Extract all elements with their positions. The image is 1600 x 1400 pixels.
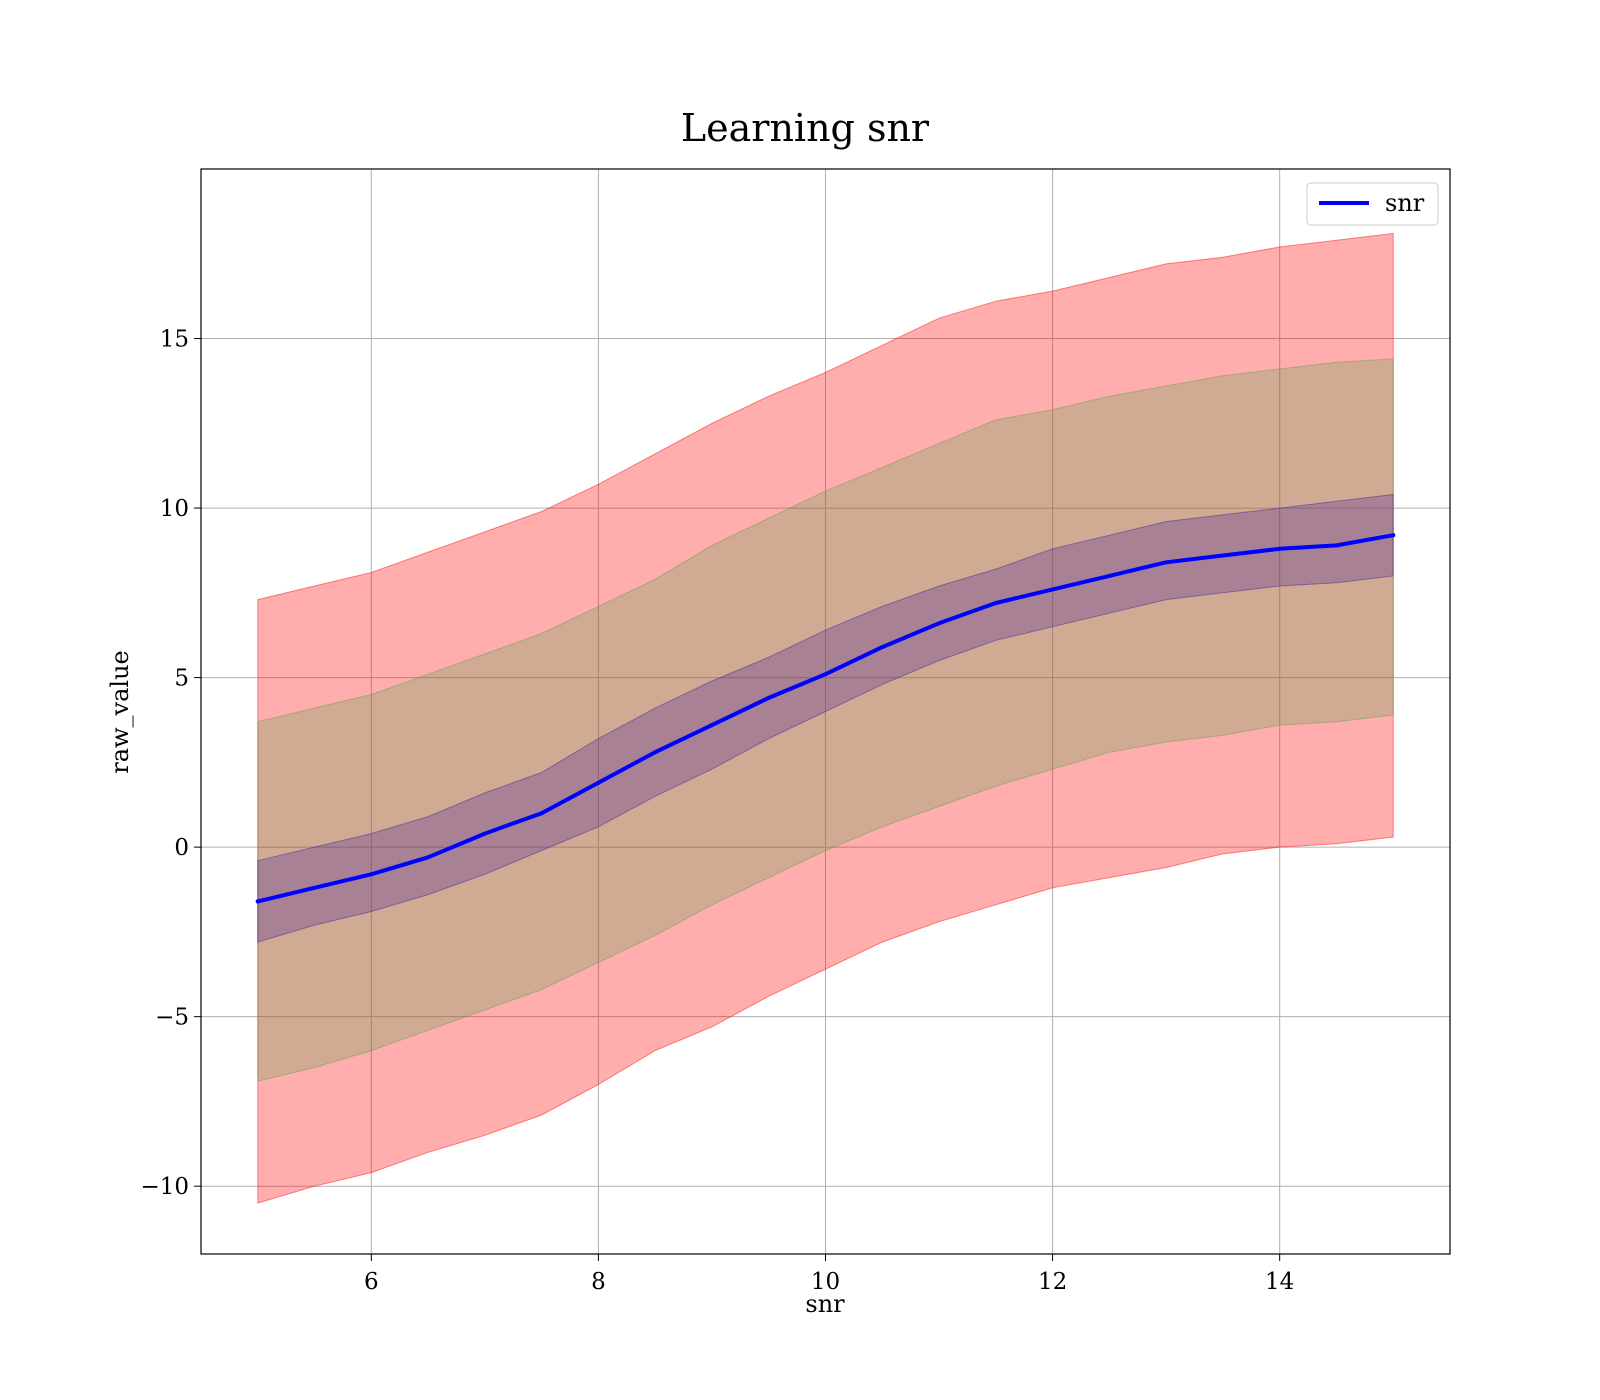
legend-box	[1306, 182, 1439, 226]
y-axis-label: raw_value	[106, 650, 134, 774]
y-tick-label: 0	[174, 835, 189, 861]
series-point-snr	[596, 780, 601, 785]
series-point-snr	[937, 621, 942, 626]
legend: snr	[1306, 182, 1439, 226]
x-tick-label: 14	[1265, 1269, 1294, 1295]
y-axis-ticks: −10 −5 0 5 10 15	[140, 327, 201, 1200]
series-point-snr	[539, 811, 544, 816]
confidence-bands	[257, 232, 1394, 1204]
series-lines	[255, 533, 1396, 904]
x-tick-label: 12	[1038, 1269, 1067, 1295]
series-point-snr	[1220, 553, 1225, 558]
band-0-area	[257, 232, 1394, 1204]
series-point-snr	[369, 872, 374, 877]
x-tick-label: 10	[811, 1269, 840, 1295]
series-point-snr	[1277, 546, 1282, 551]
x-tick-label: 8	[591, 1269, 606, 1295]
x-axis-label: snr	[805, 1290, 845, 1318]
x-tick-label: 6	[364, 1269, 379, 1295]
x-axis-ticks: 6 8 10 12 14	[364, 1254, 1294, 1295]
series-point-snr	[823, 672, 828, 677]
y-tick-label: 10	[160, 496, 189, 522]
band-2-area	[257, 493, 1394, 943]
series-point-snr	[1334, 543, 1339, 548]
y-tick-label: 5	[174, 666, 189, 692]
series-point-snr	[766, 695, 771, 700]
series-point-snr	[255, 899, 260, 904]
y-tick-label: −5	[155, 1005, 189, 1031]
series-point-snr	[1107, 573, 1112, 578]
series-point-snr	[312, 885, 317, 890]
series-point-snr	[1050, 587, 1055, 592]
series-point-snr	[426, 855, 431, 860]
band-1-area	[257, 358, 1394, 1082]
series-point-snr	[1164, 560, 1169, 565]
series-point-snr	[1391, 533, 1396, 538]
series-point-snr	[993, 601, 998, 605]
legend-label-snr: snr	[1385, 189, 1425, 217]
grid-lines	[201, 169, 1450, 1254]
series-point-snr	[880, 645, 885, 650]
y-tick-label: −10	[140, 1174, 189, 1200]
y-tick-label: 15	[160, 327, 189, 353]
series-point-snr	[482, 831, 487, 836]
series-point-snr	[709, 723, 714, 728]
chart-title: Learning snr	[681, 106, 930, 150]
series-point-snr	[653, 750, 658, 755]
